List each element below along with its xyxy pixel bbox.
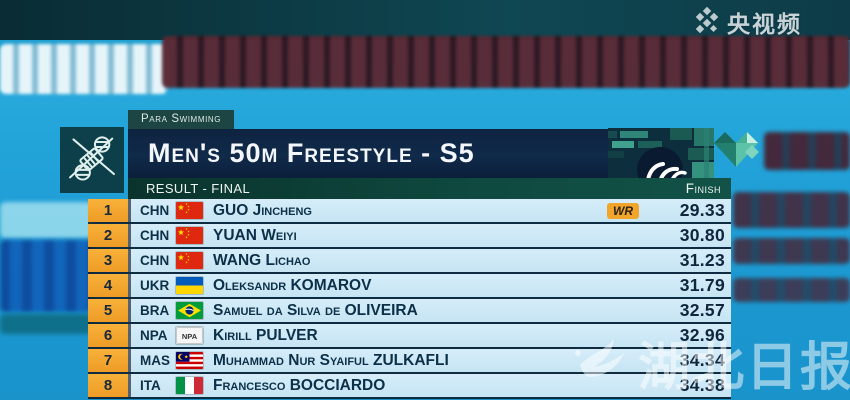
flag-icon-mas [176,352,203,369]
lane-rope-white-segment [0,44,168,94]
athlete-cell: ITA Francesco BOCCIARDO 34.38 [128,374,731,397]
time-value: 31.79 [679,275,725,295]
rank-cell: 6 [88,324,128,347]
athlete-cell: CHN WANG Lichao 31.23 [128,249,731,272]
results-table: 1 CHN GUO Jincheng WR 29.33 2 CHN YUAN Weiyi 30.… [88,199,731,399]
finish-column-label: Finish [685,181,721,196]
cctv-diamond-grid-icon [693,6,721,39]
water-streak [733,238,850,264]
rank-cell: 2 [88,224,128,247]
athlete-name: Francesco BOCCIARDO [213,376,386,394]
result-phase-bar: RESULT - FINAL Finish [128,178,731,199]
water-streak [0,240,92,312]
rank-cell: 7 [88,349,128,372]
noc-code: CHN [140,203,170,218]
table-row: 2 CHN YUAN Weiyi 30.80 [88,224,731,249]
flag-icon-chn [176,252,203,269]
table-row: 1 CHN GUO Jincheng WR 29.33 [88,199,731,224]
rank-cell: 5 [88,299,128,322]
table-row: 6 NPA NPA Kirill PULVER 32.96 [88,324,731,349]
event-category-label: Para Swimming [141,113,222,125]
noc-code: NPA [140,328,168,343]
table-row: 4 UKR Oleksandr KOMAROV 31.79 [88,274,731,299]
athlete-cell: CHN GUO Jincheng WR 29.33 [128,199,731,222]
noc-code: CHN [140,228,170,243]
water-streak [733,192,850,228]
athlete-cell: NPA NPA Kirill PULVER 32.96 [128,324,731,347]
flag-icon-npa: NPA [176,327,203,344]
time-value: 31.23 [679,250,725,270]
athlete-cell: MAS Muhammad Nur Syaiful ZULKAFLI 34.34 [128,349,731,372]
athlete-name: YUAN Weiyi [213,226,297,244]
time-value: 34.34 [679,350,725,370]
water-streak [733,278,850,302]
athlete-cell: BRA Samuel da Silva de OLIVEIRA 32.57 [128,299,731,322]
event-category-tag: Para Swimming [128,110,235,129]
rank-cell: 3 [88,249,128,272]
flag-icon-chn [176,227,203,244]
time-value: 32.96 [679,325,725,345]
lane-rope-red-segment [162,36,850,88]
table-row: 7 MAS Muhammad Nur Syaiful ZULKAFLI 34.34 [88,349,731,374]
noc-code: ITA [140,378,161,393]
heart-mosaic-icon [714,132,759,167]
sport-icon-box [60,127,124,193]
athlete-cell: CHN YUAN Weiyi 30.80 [128,224,731,247]
time-value: 30.80 [679,225,725,245]
channel-logo: 央视频 [693,5,802,39]
rank-cell: 1 [88,199,128,222]
time-value: 29.33 [679,200,725,220]
world-record-badge: WR [607,202,639,219]
water-streak [764,132,850,170]
flag-icon-ita [176,377,203,394]
rank-cell: 4 [88,274,128,297]
flag-icon-ukr [176,277,203,294]
athlete-name: WANG Lichao [213,251,311,269]
para-swimming-pictogram-icon [65,130,119,191]
athlete-name: Oleksandr KOMAROV [213,276,372,294]
athlete-name: Muhammad Nur Syaiful ZULKAFLI [213,351,449,369]
event-title-bar: Men's 50m Freestyle - S5 [128,129,610,178]
noc-code: UKR [140,278,170,293]
event-title: Men's 50m Freestyle - S5 [148,138,475,168]
flag-icon-bra [176,302,203,319]
noc-code: CHN [140,253,170,268]
water-streak [0,314,92,334]
time-value: 34.38 [679,375,725,395]
svg-text:NPA: NPA [182,332,198,341]
water-streak [0,202,92,238]
athlete-name: Samuel da Silva de OLIVEIRA [213,301,418,319]
table-row: 5 BRA Samuel da Silva de OLIVEIRA 32.57 [88,299,731,324]
time-value: 32.57 [679,300,725,320]
athlete-name: Kirill PULVER [213,326,318,344]
table-row: 8 ITA Francesco BOCCIARDO 34.38 [88,374,731,399]
flag-icon-chn [176,202,203,219]
rank-cell: 8 [88,374,128,397]
look-of-games-decoration [608,128,766,193]
channel-logo-text: 央视频 [727,11,802,37]
result-phase-label: RESULT - FINAL [146,181,251,196]
noc-code: BRA [140,303,170,318]
athlete-cell: UKR Oleksandr KOMAROV 31.79 [128,274,731,297]
table-row: 3 CHN WANG Lichao 31.23 [88,249,731,274]
athlete-name: GUO Jincheng [213,201,312,219]
noc-code: MAS [140,353,170,368]
